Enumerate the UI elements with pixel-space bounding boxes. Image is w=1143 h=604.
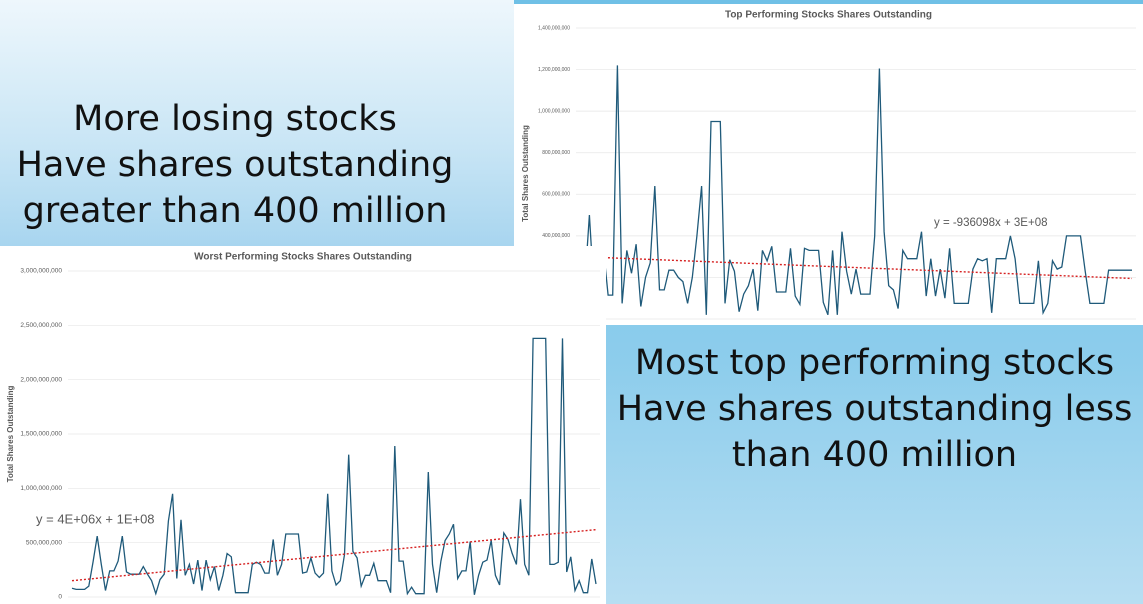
y-tick-label: 1,500,000,000 bbox=[20, 431, 62, 438]
text-line: greater than 400 million bbox=[22, 191, 448, 231]
y-tick-label: 3,000,000,000 bbox=[20, 268, 62, 275]
y-axis-title: Total Shares Outstanding bbox=[521, 125, 530, 222]
y-tick-label: 400,000,000 bbox=[542, 233, 570, 239]
right-text: Most top performing stocks Have shares ou… bbox=[606, 340, 1143, 478]
y-tick-label: 1,200,000,000 bbox=[538, 67, 570, 73]
y-tick-label: 2,000,000,000 bbox=[20, 376, 62, 383]
y-tick-label: 0 bbox=[58, 594, 62, 601]
text-line: Have shares outstanding less bbox=[616, 389, 1133, 429]
text-line: Most top performing stocks bbox=[634, 343, 1115, 383]
y-tick-label: 2,500,000,000 bbox=[20, 322, 62, 329]
y-tick-label: 1,000,000,000 bbox=[20, 485, 62, 492]
chart: Worst Performing Stocks Shares Outstandi… bbox=[0, 246, 606, 604]
data-line bbox=[71, 337, 597, 596]
trendline bbox=[579, 255, 1133, 280]
y-tick-label: 1,000,000,000 bbox=[538, 108, 570, 114]
text-line: More losing stocks bbox=[73, 99, 397, 139]
chart-title: Worst Performing Stocks Shares Outstandi… bbox=[194, 252, 412, 263]
text-line: Have shares outstanding bbox=[16, 145, 454, 185]
y-tick-label: 600,000,000 bbox=[542, 192, 570, 198]
text-panel bbox=[0, 0, 514, 246]
text-line: than 400 million bbox=[731, 435, 1018, 475]
trendline-equation: y = 4E+06x + 1E+08 bbox=[36, 511, 155, 526]
data-line bbox=[579, 65, 1132, 316]
y-axis-title: Total Shares Outstanding bbox=[6, 386, 15, 483]
chart-title: Top Performing Stocks Shares Outstanding bbox=[725, 10, 932, 21]
trendline-equation: y = -936098x + 3E+08 bbox=[934, 217, 1048, 229]
chart: Top Performing Stocks Shares Outstanding… bbox=[514, 4, 1143, 325]
y-tick-label: 1,400,000,000 bbox=[538, 25, 570, 31]
y-tick-label: 500,000,000 bbox=[26, 539, 63, 546]
left-text: More losing stocks Have shares outstandin… bbox=[0, 96, 470, 234]
y-tick-label: 800,000,000 bbox=[542, 150, 570, 156]
